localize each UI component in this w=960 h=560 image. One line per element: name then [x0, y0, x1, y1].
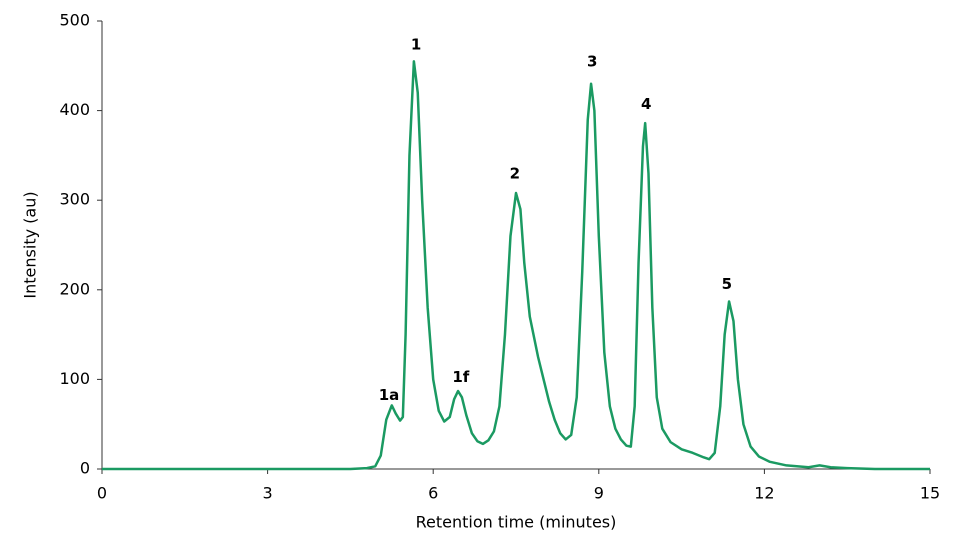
peak-label: 2	[510, 165, 520, 183]
y-tick-label: 300	[59, 190, 90, 209]
x-axis-label: Retention time (minutes)	[416, 513, 617, 532]
peak-label: 3	[587, 53, 597, 71]
peak-label: 1a	[379, 386, 400, 404]
y-tick-label: 400	[59, 100, 90, 119]
peak-label: 1f	[452, 368, 469, 386]
y-tick-label: 0	[80, 459, 90, 478]
y-tick-label: 500	[59, 11, 90, 30]
line	[102, 60, 930, 471]
x-tick-label: 12	[754, 484, 774, 503]
y-axis-label: Intensity (au)	[21, 191, 40, 298]
x-tick-label: 15	[920, 484, 940, 503]
peak-label: 5	[722, 275, 732, 293]
y-tick-label: 100	[59, 369, 90, 388]
x-tick-label: 3	[263, 484, 273, 503]
y-tick-label: 200	[59, 279, 90, 298]
peak-label: 4	[641, 95, 651, 113]
x-tick-label: 0	[97, 484, 107, 503]
x-tick-label: 9	[594, 484, 604, 503]
peak-label: 1	[411, 36, 421, 54]
x-tick-label: 6	[428, 484, 438, 503]
